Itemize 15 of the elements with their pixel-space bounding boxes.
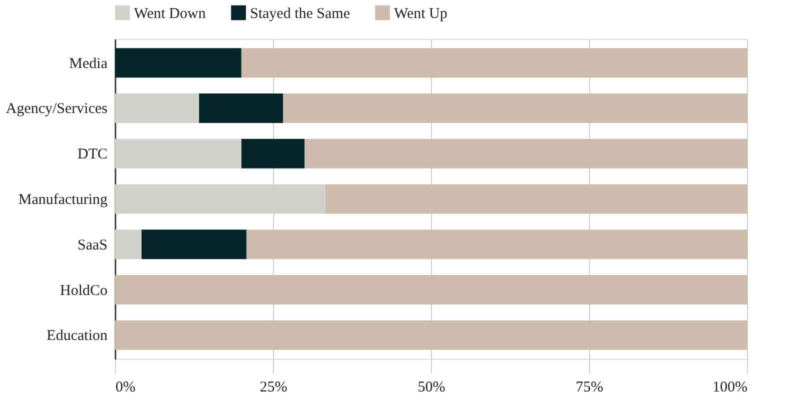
legend-label: Went Up — [394, 6, 448, 22]
x-tick-label: 75% — [576, 380, 604, 396]
y-tick-label: HoldCo — [60, 282, 108, 299]
x-tick-label: 50% — [418, 380, 446, 396]
x-tick-label: 25% — [260, 380, 288, 396]
x-tick-label: 100% — [712, 380, 748, 396]
legend-label: Stayed the Same — [250, 6, 350, 22]
legend-label: Went Down — [134, 6, 206, 22]
y-tick-label: Manufacturing — [18, 192, 108, 208]
y-tick-label: DTC — [78, 146, 108, 163]
y-tick-label: SaaS — [78, 237, 108, 254]
y-tick-label: Agency/Services — [6, 101, 108, 118]
y-tick-label: Education — [46, 328, 108, 344]
x-tick-label: 0% — [116, 380, 136, 396]
y-tick-label: Media — [69, 56, 108, 72]
